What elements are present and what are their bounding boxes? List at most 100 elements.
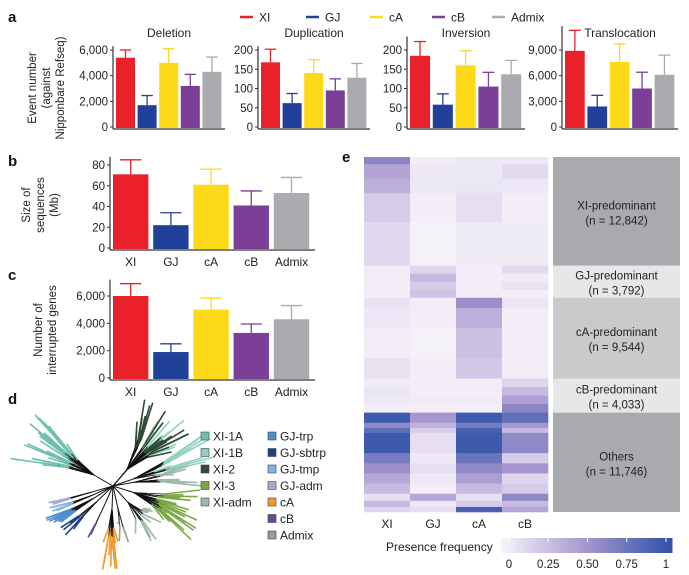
axis-label-b-line1: Size of bbox=[21, 187, 33, 223]
heatmap-cell-ca bbox=[456, 178, 503, 194]
tree-branch-inner bbox=[133, 463, 164, 480]
tree-legend-label-xi-3: XI-3 bbox=[213, 479, 235, 493]
colorbar-segment bbox=[552, 538, 558, 553]
bar-xi bbox=[565, 50, 585, 128]
heatmap-cell-xi bbox=[364, 222, 411, 266]
tree-branch-gj-sbtrp bbox=[64, 517, 82, 536]
tree-branch-trunk bbox=[112, 485, 129, 503]
heatmap-cell-xi bbox=[364, 422, 411, 429]
tree-branch-inner bbox=[83, 501, 98, 517]
tree-legend-swatch-gj-sbtrp bbox=[267, 448, 277, 457]
tree-branch-inner bbox=[77, 459, 95, 476]
tree-branch-xi-1b bbox=[161, 447, 194, 467]
tree-legend-swatch-gj-adm bbox=[267, 481, 277, 490]
heatmap-group-ca-predominant: cA-predominant (n = 9,544) bbox=[364, 297, 680, 379]
heatmap-cell-cb bbox=[502, 289, 549, 299]
colorbar-segment bbox=[565, 538, 570, 553]
bar-ca bbox=[159, 62, 179, 129]
bar-admix bbox=[202, 71, 222, 128]
tree-branch-xi-3 bbox=[159, 501, 187, 513]
heatmap-cell-gj bbox=[410, 273, 457, 282]
tree-branch-xi-adm bbox=[156, 467, 178, 477]
tree-branch-trunk bbox=[112, 485, 135, 494]
tree-legend-swatch-gj-tmp bbox=[267, 464, 277, 474]
colorbar-segment bbox=[612, 538, 617, 553]
category-label: GJ bbox=[163, 385, 178, 399]
group-label: XI-predominant bbox=[577, 200, 656, 212]
heatmap-cell-gj bbox=[410, 289, 457, 299]
colorbar-segment bbox=[667, 538, 673, 553]
colorbar-segment bbox=[642, 538, 647, 553]
tree-branch-inner bbox=[64, 452, 95, 476]
tree-branch-xi-3 bbox=[161, 507, 195, 531]
tree-branch-trunk bbox=[92, 485, 114, 496]
bar-xi bbox=[113, 174, 149, 249]
tree-branch-ca bbox=[103, 534, 110, 564]
heatmap-cell-gj bbox=[410, 427, 457, 434]
heatmap-cell-cb bbox=[502, 483, 549, 495]
y-tick-label: 0 bbox=[102, 122, 108, 134]
y-tick-label: 80 bbox=[92, 160, 105, 172]
bar-gj bbox=[137, 105, 157, 128]
tree-branch-xi-2 bbox=[147, 451, 172, 459]
bar-ca bbox=[193, 184, 229, 249]
category-label: cA bbox=[204, 385, 218, 399]
group-label-box bbox=[553, 378, 680, 413]
heatmap-cell-gj bbox=[410, 358, 457, 379]
tree-branch-xi-1b bbox=[169, 456, 216, 470]
heatmap-cell-ca bbox=[456, 422, 503, 429]
tree-branch-trunk bbox=[93, 474, 114, 487]
y-tick-label: 9,000 bbox=[528, 45, 557, 57]
tree-branch-xi-1b bbox=[162, 442, 198, 465]
heatmap-cell-cb bbox=[502, 328, 549, 359]
heatmap-cell-ca bbox=[456, 328, 503, 359]
colorbar-segment bbox=[654, 538, 660, 553]
tree-branch-xi-adm bbox=[140, 514, 152, 524]
tree-branch-xi-2 bbox=[144, 439, 164, 454]
heatmap-cell-cb bbox=[502, 387, 549, 396]
tree-branch-inner bbox=[133, 492, 158, 498]
heatmap-cell-xi bbox=[364, 273, 411, 282]
tree-branch-xi-1a bbox=[43, 451, 70, 464]
colorbar-segment bbox=[603, 538, 609, 553]
panel-label-b: b bbox=[8, 153, 17, 170]
heatmap-cell-gj bbox=[410, 463, 457, 474]
colorbar-segment bbox=[607, 538, 613, 553]
tree-branch-admix bbox=[118, 526, 121, 542]
bar-xi bbox=[410, 55, 431, 128]
tree-legend-swatch-xi-1a bbox=[200, 431, 210, 441]
heatmap-cell-cb bbox=[502, 422, 549, 429]
heatmap-cell-cb bbox=[502, 157, 549, 165]
tree-branch-trunk bbox=[111, 485, 114, 509]
tree-branch-xi-1a bbox=[10, 457, 59, 467]
tree-branch-xi-2 bbox=[153, 433, 189, 452]
tree-legend-label-admix: Admix bbox=[280, 529, 313, 543]
heatmap-cell-cb bbox=[502, 427, 549, 434]
tree-branch-gj-trp bbox=[46, 509, 72, 522]
heatmap: XI-predominant (n = 12,842) GJ-predominant… bbox=[364, 157, 680, 571]
tree-branch-trunk bbox=[112, 468, 128, 487]
tree-branch-xi-3 bbox=[157, 496, 181, 499]
tree-branch-ca bbox=[112, 526, 119, 542]
bar-chart-duplication: Duplication 0 50 100 150 200 bbox=[234, 26, 370, 134]
heatmap-cell-gj bbox=[410, 157, 457, 165]
colorbar-segment bbox=[582, 538, 587, 553]
heatmap-cell-ca bbox=[456, 273, 503, 282]
tree-branch-cb bbox=[89, 522, 97, 536]
tree-branch-ca bbox=[102, 527, 110, 543]
bar-admix bbox=[654, 74, 675, 128]
heatmap-cell-gj bbox=[410, 422, 457, 429]
tree-branch-xi-adm bbox=[140, 519, 152, 538]
bar-ca bbox=[455, 65, 476, 128]
legend-label-gj: GJ bbox=[325, 11, 340, 25]
category-label: cA bbox=[204, 255, 218, 269]
colorbar-segment bbox=[620, 538, 626, 553]
heatmap-cell-cb bbox=[502, 463, 549, 474]
heatmap-cell-cb bbox=[502, 273, 549, 282]
heatmap-cell-cb bbox=[502, 265, 549, 274]
y-tick-label: 0 bbox=[396, 122, 402, 134]
heatmap-cell-xi bbox=[364, 404, 411, 413]
tree-branch-xi-1b bbox=[148, 446, 175, 457]
colorbar-segment bbox=[509, 538, 515, 553]
bar-cb bbox=[632, 88, 652, 128]
